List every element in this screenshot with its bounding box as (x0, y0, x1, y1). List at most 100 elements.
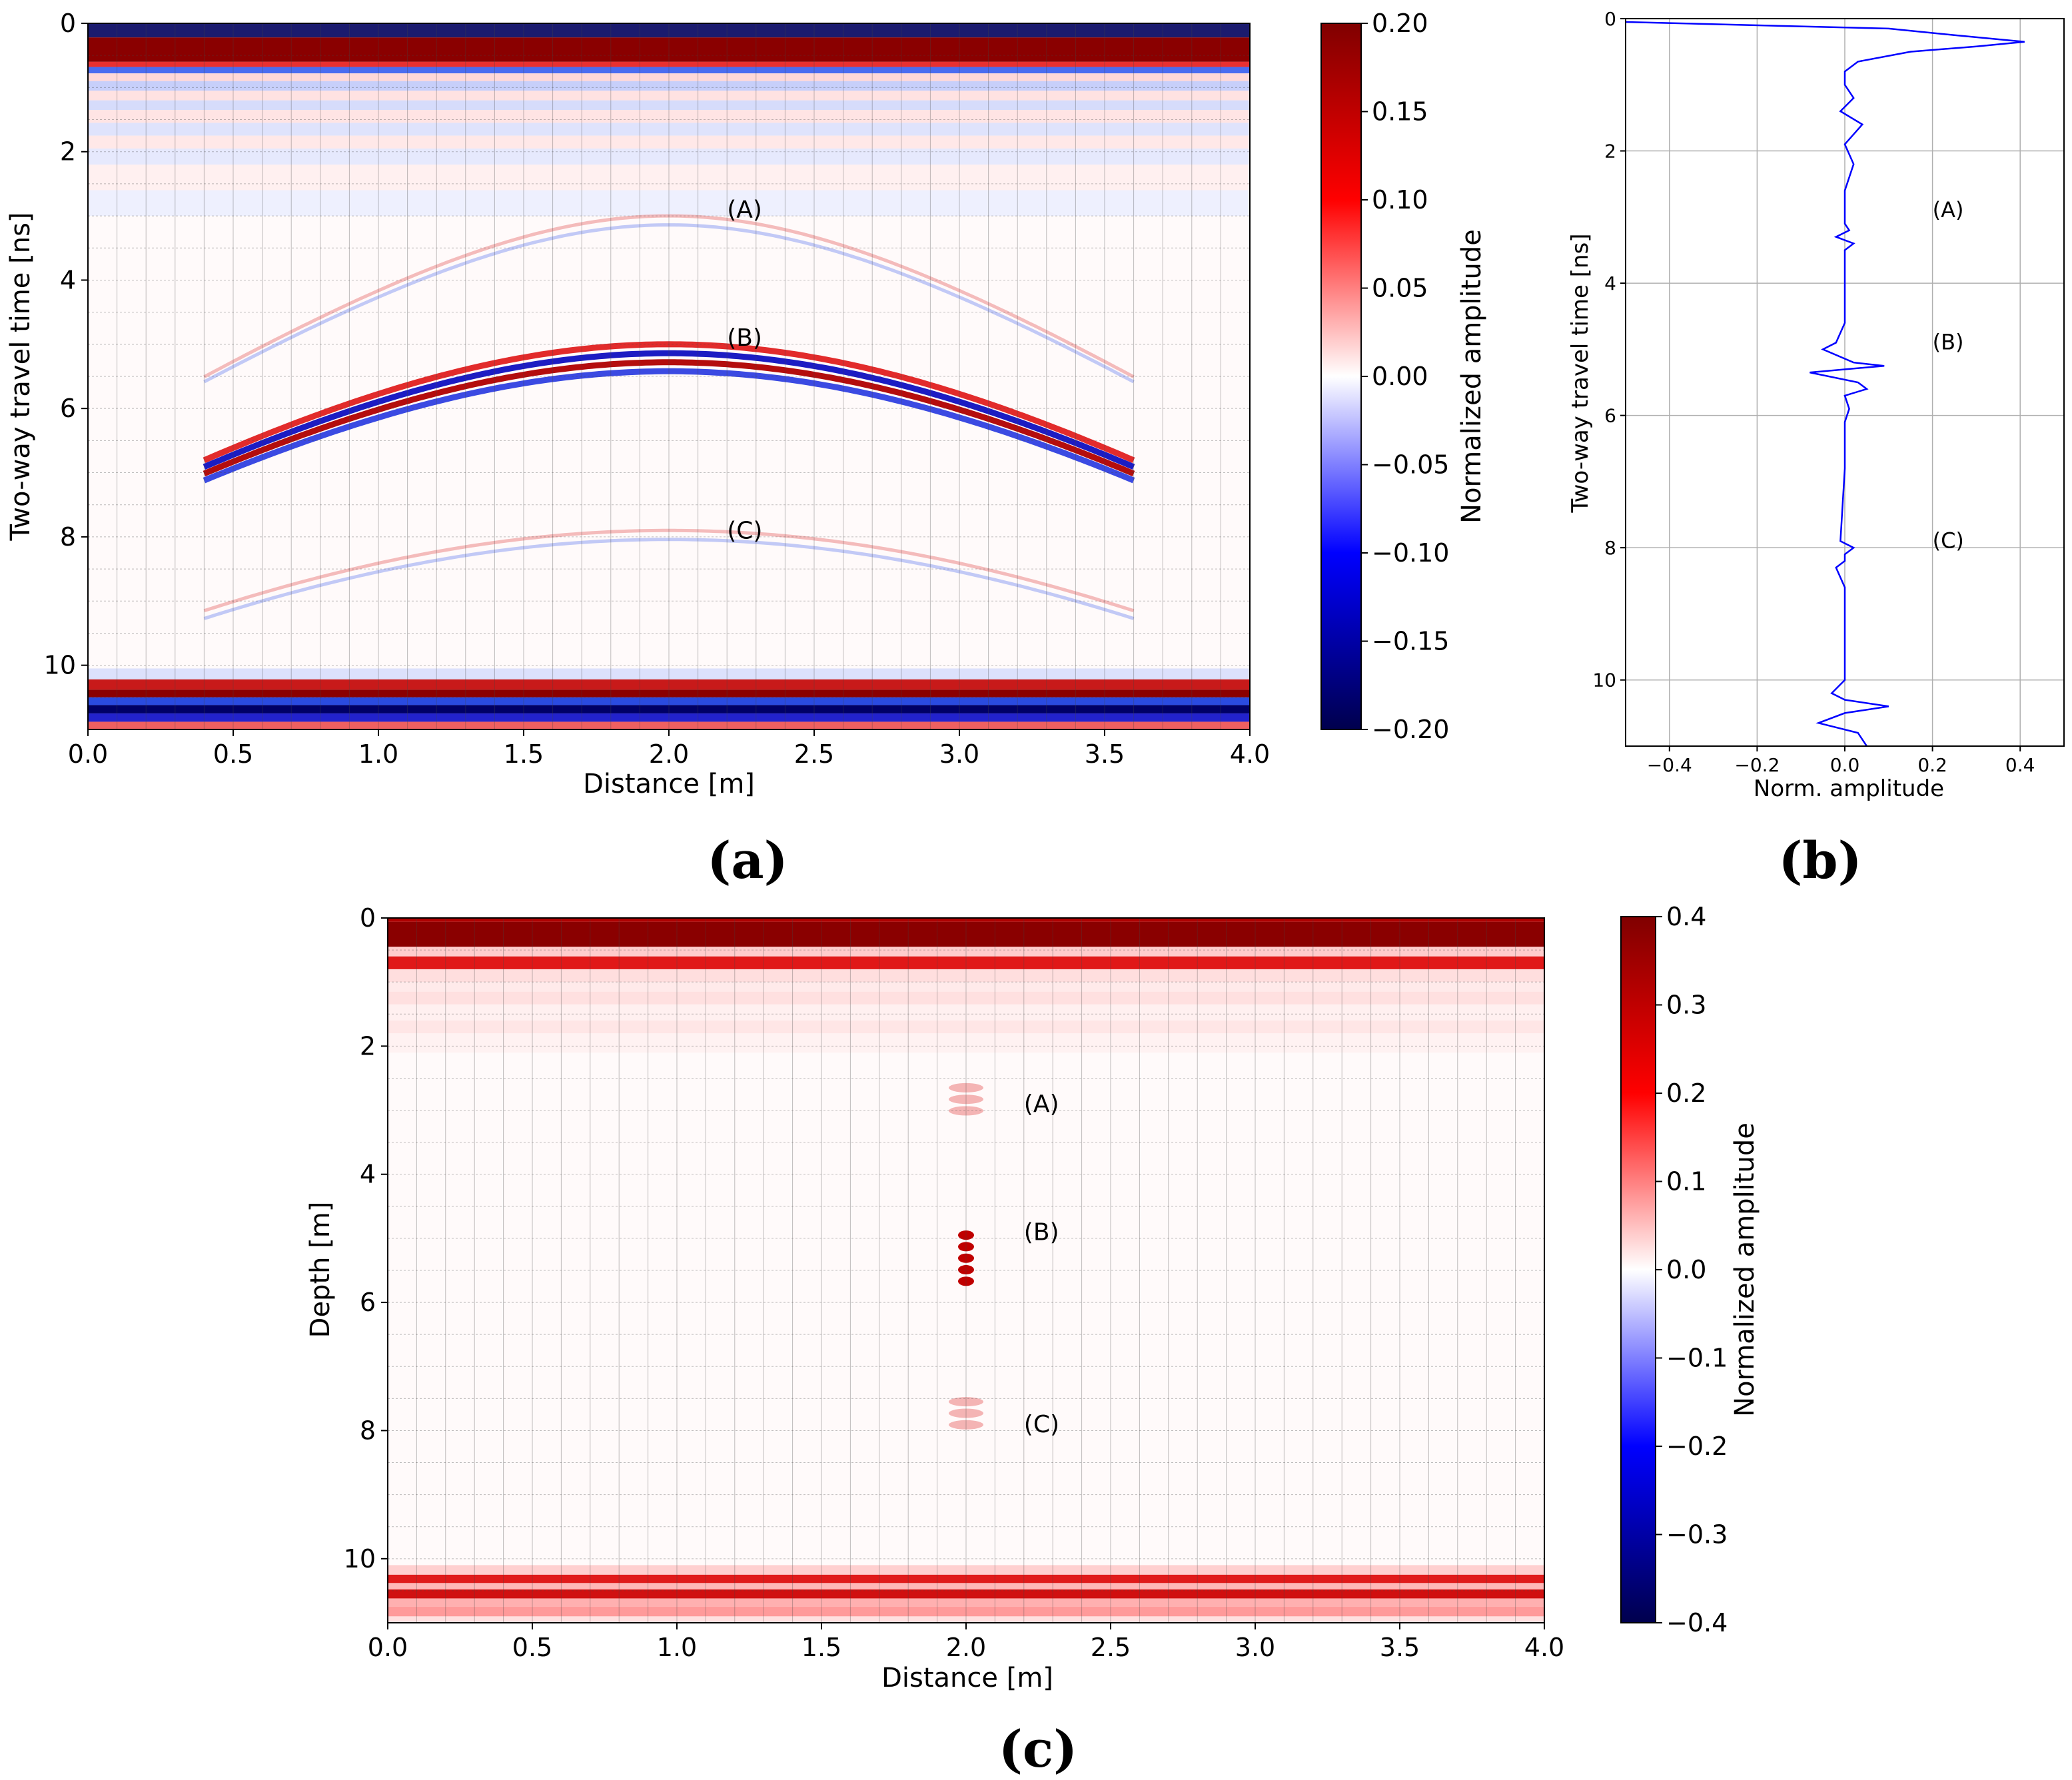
colorbar-tick-label: −0.4 (1666, 1608, 1728, 1637)
reflection-band (88, 668, 1250, 679)
diffraction-hyperbola (203, 528, 1135, 613)
focused-target (958, 1253, 974, 1263)
colorbar-tick-label: −0.2 (1666, 1432, 1728, 1461)
colorbar-tick-label: 0.15 (1372, 97, 1428, 127)
panel-a-ylabel: Two-way travel time [ns] (5, 212, 36, 541)
reflection-band (88, 61, 1250, 67)
reflection-band (388, 1574, 1544, 1583)
x-tick-label: 1.5 (801, 1633, 841, 1662)
x-tick-label: 0.0 (68, 739, 108, 769)
focused-target (949, 1106, 983, 1116)
reflection-band (88, 91, 1250, 101)
panel-b-xlabel: Norm. amplitude (1754, 775, 1944, 802)
reflection-band (388, 1606, 1544, 1617)
annotation-label: (A) (1933, 197, 1964, 222)
reflection-band (388, 918, 1544, 922)
diffraction-hyperbola (203, 214, 1135, 378)
x-tick-label: 0.5 (213, 739, 253, 769)
reflection-band (388, 1589, 1544, 1599)
annotation-label: (B) (1024, 1218, 1059, 1246)
panel-c-xlabel: Distance [m] (881, 1663, 1053, 1693)
focused-target (949, 1420, 983, 1430)
reflection-band (88, 713, 1250, 722)
annotation-label: (C) (1024, 1411, 1059, 1438)
x-tick-label: 2.0 (649, 739, 689, 769)
y-tick-label: 4 (360, 1160, 376, 1189)
y-tick-label: 6 (1604, 405, 1616, 427)
x-tick-label: 1.0 (358, 739, 398, 769)
reflection-band (388, 1020, 1544, 1034)
focused-target (958, 1276, 974, 1286)
y-tick-label: 0 (360, 903, 376, 933)
reflection-band (88, 100, 1250, 111)
y-tick-label: 0 (60, 9, 76, 38)
reflection-band (88, 689, 1250, 697)
reflection-band (88, 123, 1250, 136)
trace-line (1626, 21, 2025, 746)
grid (388, 918, 1544, 1623)
reflection-band (88, 721, 1250, 729)
colorbar-tick-label: 0.1 (1666, 1167, 1706, 1196)
panel-b-label: (b) (1778, 831, 1861, 890)
x-tick-label: 1.0 (657, 1633, 697, 1662)
x-tick-label: 3.5 (1085, 739, 1125, 769)
y-tick-label: 6 (60, 394, 76, 423)
x-tick-label: 1.5 (504, 739, 544, 769)
y-tick-label: 10 (1592, 669, 1616, 691)
focused-target (958, 1230, 974, 1240)
panel-c-heatmap: 0.0 0.5 1.0 1.5 2.0 2.5 3.0 3.5 4.0 0 2 4 6 8 10 (A) (B)… (344, 903, 1565, 1662)
colorbar-tick-label: −0.10 (1372, 538, 1449, 568)
panel-c-colorbar: 0.4 0.3 0.2 0.1 0.0 −0.1 −0.2 −0.3 −0.4 Normaliz… (1620, 902, 1760, 1637)
annotation-label: (B) (1933, 329, 1964, 354)
heatmap-image (388, 918, 1544, 1623)
reflection-band (388, 921, 1544, 947)
reflection-band (388, 1598, 1544, 1607)
y-tick-label: 10 (344, 1544, 376, 1573)
colorbar-frame (1320, 23, 1362, 730)
reflection-band (88, 37, 1250, 62)
reflection-band (88, 110, 1250, 123)
reflection-band (88, 190, 1250, 217)
panel-c-colorbar-gradient (1621, 917, 1656, 1623)
panel-b-trace-plot: −0.4 −0.2 0.0 0.2 0.4 0 2 4 6 8 10 (A) (B) (C) (1592, 8, 2065, 776)
reflection-band (88, 67, 1250, 74)
x-tick-label: 2.0 (946, 1633, 986, 1662)
x-tick-label: 2.5 (1091, 1633, 1131, 1662)
reflection-band (388, 1004, 1544, 1021)
focused-target (949, 1083, 983, 1093)
reflection-band (388, 969, 1544, 983)
reflection-band (388, 1583, 1544, 1589)
focused-target (949, 1397, 983, 1407)
x-tick-label: 4.0 (1230, 739, 1270, 769)
reflection-band (388, 1565, 1544, 1575)
reflection-band (88, 81, 1250, 91)
reflection-band (88, 679, 1250, 690)
x-tick-label: 3.0 (939, 739, 979, 769)
annotation-label: (C) (727, 517, 762, 544)
reflection-band (88, 697, 1250, 705)
panel-c-colorbar-label: Normalized amplitude (1730, 1122, 1760, 1417)
x-tick-label: 0.2 (1917, 754, 1947, 776)
colorbar-tick-label: 0.4 (1666, 902, 1706, 931)
panel-a-label: (a) (707, 831, 787, 890)
annotation-label: (A) (727, 196, 762, 223)
diffraction-hyperbola (203, 341, 1135, 464)
trace-series (1626, 21, 2025, 746)
reflection-band (88, 705, 1250, 713)
y-tick-label: 4 (1604, 272, 1616, 294)
colorbar-tick-label: 0.20 (1372, 9, 1428, 38)
colorbar-tick-label: 0.3 (1666, 991, 1706, 1020)
y-tick-label: 2 (60, 137, 76, 167)
y-tick-label: 2 (1604, 141, 1616, 163)
grid (88, 23, 1250, 729)
panel-a-colorbar-label: Normalized amplitude (1456, 229, 1487, 524)
reflection-band (88, 148, 1250, 165)
colorbar-tick-label: 0.2 (1666, 1079, 1706, 1108)
panel-c-label: (c) (999, 1719, 1077, 1779)
panel-c-ylabel: Depth [m] (305, 1202, 336, 1338)
colorbar-frame (1620, 916, 1656, 1623)
y-tick-label: 8 (60, 522, 76, 552)
panel-a-heatmap: 0.0 0.5 1.0 1.5 2.0 2.5 3.0 3.5 4.0 0 2 4 6 8 10 (A) (B)… (44, 9, 1271, 769)
reflection-band (388, 982, 1544, 992)
y-tick-label: 8 (360, 1416, 376, 1445)
